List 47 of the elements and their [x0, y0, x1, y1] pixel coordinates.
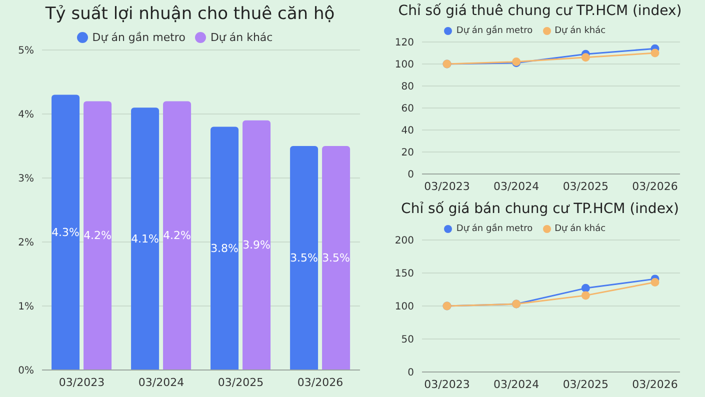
legend-label: Dự án gần metro — [92, 31, 186, 44]
y-tick-label: 40 — [401, 126, 414, 137]
legend-label: Dự án khác — [210, 31, 273, 44]
y-tick-label: 80 — [401, 82, 414, 93]
data-label: 3.5% — [322, 252, 350, 264]
y-tick-label: 1% — [18, 302, 34, 313]
y-tick-label: 120 — [394, 38, 414, 49]
y-tick-label: 4% — [18, 110, 34, 121]
legend-label: Dự án gần metro — [456, 224, 533, 234]
chart-title: Tỷ suất lợi nhuận cho thuê căn hộ — [44, 3, 336, 26]
y-tick-label: 0% — [18, 366, 34, 377]
data-label: 3.8% — [210, 242, 239, 255]
x-tick-label: 03/2026 — [632, 180, 678, 193]
legend-label: Dự án gần metro — [456, 26, 533, 36]
x-tick-label: 03/2026 — [297, 376, 344, 389]
x-tick-label: 03/2023 — [424, 180, 470, 193]
y-tick-label: 0 — [408, 368, 414, 379]
data-label: 4.2% — [163, 229, 192, 242]
y-tick-label: 100 — [394, 60, 414, 71]
x-tick-label: 03/2023 — [58, 376, 105, 389]
legend-label: Dự án khác — [554, 224, 606, 234]
y-tick-label: 150 — [394, 268, 414, 280]
y-tick-label: 3% — [18, 174, 34, 185]
chart-title: Chỉ số giá thuê chung cư TP.HCM (index) — [397, 2, 683, 21]
data-label: 4.2% — [84, 229, 112, 242]
y-tick-label: 50 — [401, 334, 414, 346]
x-tick-label: 03/2025 — [562, 378, 609, 391]
y-tick-label: 2% — [18, 238, 34, 249]
data-label: 4.3% — [52, 226, 80, 239]
x-tick-label: 03/2023 — [424, 378, 470, 391]
data-label: 3.5% — [290, 252, 318, 264]
y-tick-label: 20 — [401, 148, 414, 159]
y-tick-label: 200 — [394, 236, 414, 247]
y-tick-label: 0 — [408, 170, 414, 181]
chart-title: Chỉ số giá bán chung cư TP.HCM (index) — [400, 200, 680, 219]
x-tick-label: 03/2025 — [562, 180, 609, 193]
x-tick-label: 03/2024 — [493, 378, 540, 391]
y-tick-label: 5% — [18, 46, 34, 57]
legend-label: Dự án khác — [554, 26, 606, 36]
x-tick-label: 03/2024 — [138, 376, 184, 389]
y-tick-label: 60 — [401, 104, 414, 115]
data-label: 4.1% — [131, 232, 160, 246]
x-tick-label: 03/2024 — [493, 180, 540, 193]
data-label: 3.9% — [242, 238, 271, 252]
x-tick-label: 03/2026 — [632, 378, 678, 391]
x-tick-label: 03/2025 — [218, 376, 264, 389]
y-tick-label: 100 — [394, 302, 414, 313]
